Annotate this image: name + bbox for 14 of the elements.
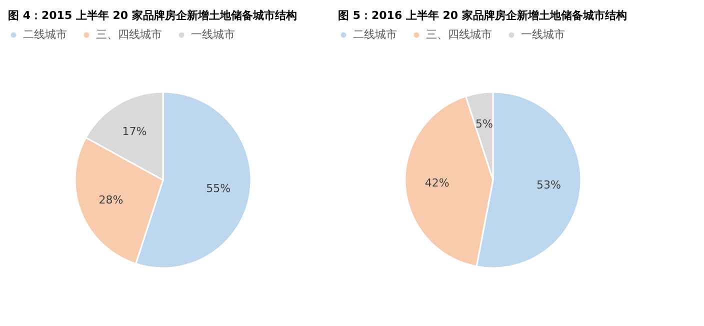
- legend-label: 三、四线城市: [96, 28, 162, 41]
- legend-label: 一线城市: [521, 28, 565, 41]
- data-label: 5%: [476, 118, 493, 131]
- data-label: 28%: [98, 194, 124, 207]
- data-label: 53%: [536, 178, 561, 192]
- legend-label: 二线城市: [23, 28, 67, 41]
- data-label: 55%: [206, 182, 231, 195]
- chart-title: 图 5：2016 上半年 20 家品牌房企新增土地储备城市结构: [338, 9, 627, 22]
- data-label: 17%: [122, 124, 147, 138]
- legend-label: 三、四线城市: [426, 28, 492, 41]
- data-label: 42%: [424, 176, 450, 190]
- legend-label: 一线城市: [191, 28, 235, 41]
- legend-label: 二线城市: [353, 28, 397, 41]
- chart-title: 图 4：2015 上半年 20 家品牌房企新增土地储备城市结构: [8, 9, 297, 22]
